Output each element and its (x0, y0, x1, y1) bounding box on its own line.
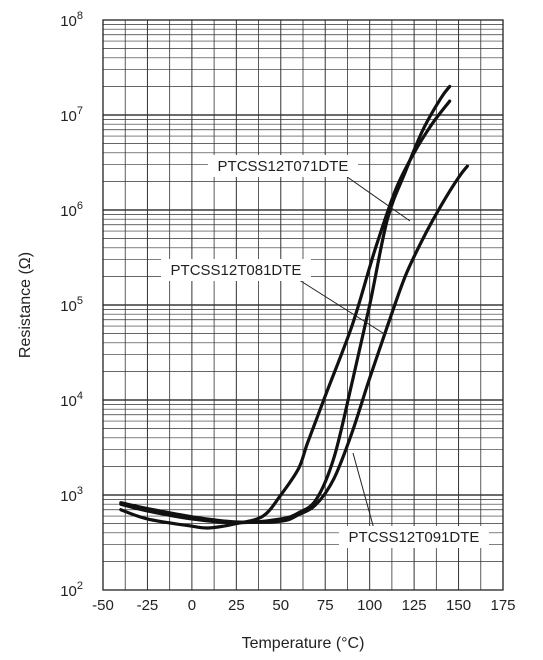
series-line-ptcss12t071dte (119, 84, 452, 525)
callout-box (208, 155, 358, 177)
callout-leader (342, 173, 411, 222)
chart-series-group (119, 84, 469, 530)
callout-label: PTCSS12T091DTE (349, 529, 480, 546)
y-tick-label: 107 (60, 105, 83, 125)
y-tick-label: 108 (60, 10, 83, 30)
y-axis-ticks: 102 103 104 105 106 107 108 (60, 10, 83, 600)
x-tick-label: 50 (272, 597, 289, 614)
callout-leader (352, 452, 375, 530)
x-tick-label: 75 (317, 597, 334, 614)
x-axis-label: Temperature (°C) (242, 635, 365, 652)
x-tick-label: 125 (402, 597, 427, 614)
callout-label: PTCSS12T081DTE (171, 262, 302, 279)
x-tick-label: 150 (446, 597, 471, 614)
callout-box (161, 259, 311, 281)
x-tick-label: 175 (490, 597, 515, 614)
series-line-ptcss12t091dte (119, 164, 469, 524)
x-tick-label: -50 (92, 597, 114, 614)
chart-grid (103, 20, 503, 590)
callout-leader (295, 277, 387, 336)
x-tick-label: -25 (137, 597, 159, 614)
y-tick-label: 106 (60, 200, 83, 220)
x-axis-ticks: -50 -25 0 25 50 75 100 125 150 175 (92, 597, 515, 614)
callout-box (339, 526, 489, 548)
y-tick-label: 105 (60, 295, 83, 315)
callout-label: PTCSS12T071DTE (218, 158, 349, 175)
x-tick-label: 25 (228, 597, 245, 614)
x-tick-label: 0 (188, 597, 196, 614)
plot-frame (102, 19, 504, 591)
chart-callouts: PTCSS12T071DTE PTCSS12T081DTE PTCSS12T091D… (161, 155, 489, 548)
y-axis-label: Resistance (Ω) (17, 252, 34, 358)
y-tick-label: 103 (60, 485, 83, 505)
y-tick-label: 104 (60, 390, 83, 410)
series-line-ptcss12t081dte (119, 99, 452, 530)
y-tick-label: 102 (60, 580, 83, 600)
x-tick-label: 100 (357, 597, 382, 614)
